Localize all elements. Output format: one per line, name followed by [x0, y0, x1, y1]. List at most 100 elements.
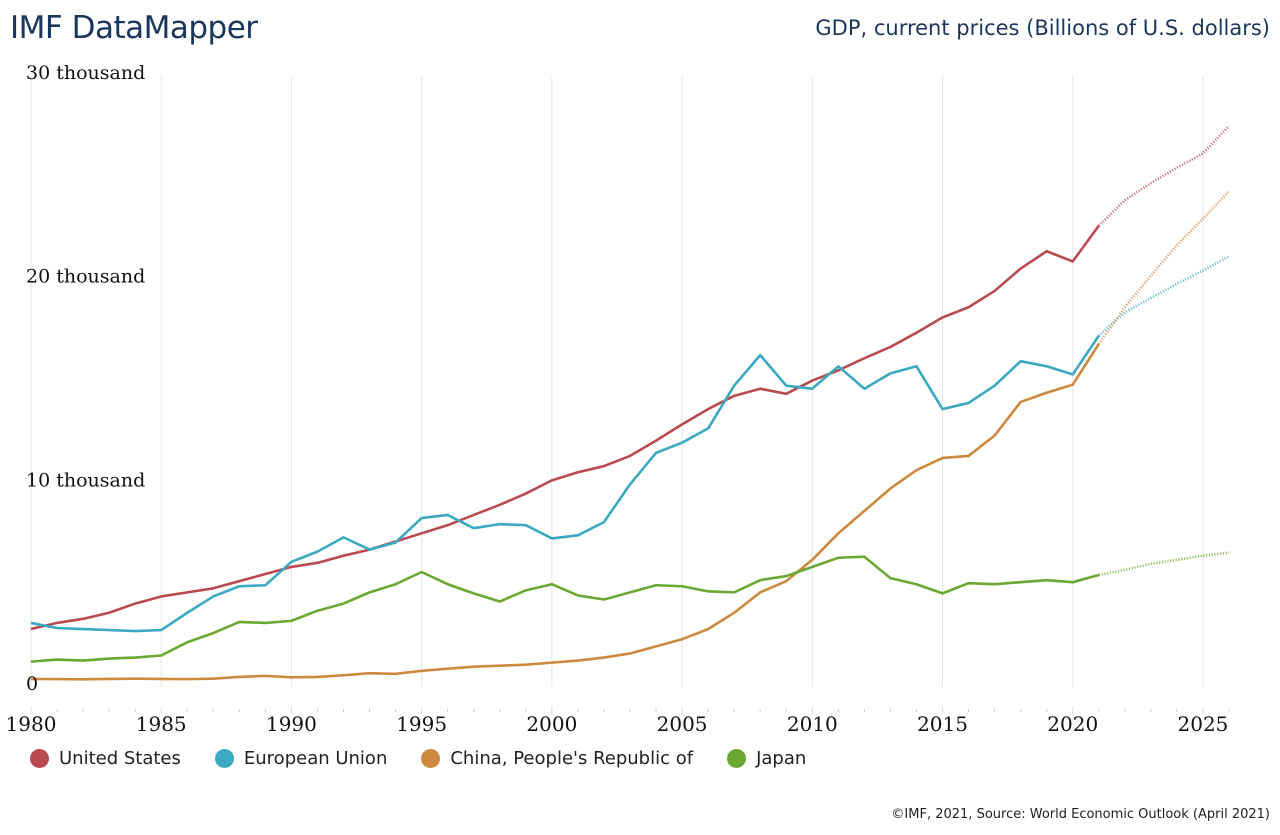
data-point[interactable] [1018, 399, 1024, 405]
data-point[interactable] [314, 560, 320, 566]
data-point[interactable] [1070, 258, 1076, 264]
data-point[interactable] [1122, 567, 1128, 573]
data-point[interactable] [679, 583, 685, 589]
data-point[interactable] [393, 581, 399, 587]
data-point[interactable] [497, 521, 503, 527]
data-point[interactable] [992, 288, 998, 294]
data-point[interactable] [549, 581, 555, 587]
data-point[interactable] [445, 666, 451, 672]
data-point[interactable] [132, 628, 138, 634]
data-point[interactable] [419, 569, 425, 575]
data-point[interactable] [679, 636, 685, 642]
data-point[interactable] [132, 601, 138, 607]
data-point[interactable] [288, 674, 294, 680]
data-point[interactable] [887, 344, 893, 350]
data-point[interactable] [809, 564, 815, 570]
data-point[interactable] [549, 660, 555, 666]
data-point[interactable] [158, 676, 164, 682]
data-point[interactable] [835, 530, 841, 536]
data-point[interactable] [653, 582, 659, 588]
data-point[interactable] [1200, 216, 1206, 222]
data-point[interactable] [80, 626, 86, 632]
data-point[interactable] [1018, 358, 1024, 364]
data-point[interactable] [54, 657, 60, 663]
data-point[interactable] [367, 589, 373, 595]
data-point[interactable] [210, 593, 216, 599]
data-point[interactable] [653, 438, 659, 444]
series-line-projection[interactable] [1097, 190, 1230, 345]
data-point[interactable] [236, 674, 242, 680]
data-point[interactable] [783, 383, 789, 389]
data-point[interactable] [1174, 281, 1180, 287]
data-point[interactable] [679, 421, 685, 427]
data-point[interactable] [471, 664, 477, 670]
data-point[interactable] [158, 627, 164, 633]
data-point[interactable] [523, 587, 529, 593]
data-point[interactable] [783, 391, 789, 397]
legend-item[interactable]: European Union [214, 748, 387, 769]
data-point[interactable] [1148, 273, 1154, 279]
data-point[interactable] [419, 515, 425, 521]
data-point[interactable] [549, 477, 555, 483]
data-point[interactable] [28, 626, 34, 632]
data-point[interactable] [1096, 333, 1102, 339]
data-point[interactable] [575, 532, 581, 538]
data-point[interactable] [966, 580, 972, 586]
data-point[interactable] [940, 590, 946, 596]
data-point[interactable] [1096, 223, 1102, 229]
data-point[interactable] [1096, 572, 1102, 578]
data-point[interactable] [158, 653, 164, 659]
data-point[interactable] [1044, 390, 1050, 396]
data-point[interactable] [314, 608, 320, 614]
data-point[interactable] [497, 599, 503, 605]
data-point[interactable] [1200, 150, 1206, 156]
data-point[interactable] [341, 672, 347, 678]
data-point[interactable] [575, 658, 581, 664]
data-point[interactable] [1174, 557, 1180, 563]
data-point[interactable] [523, 522, 529, 528]
data-point[interactable] [575, 592, 581, 598]
data-point[interactable] [262, 582, 268, 588]
data-point[interactable] [861, 386, 867, 392]
data-point[interactable] [966, 453, 972, 459]
data-point[interactable] [445, 581, 451, 587]
data-point[interactable] [731, 393, 737, 399]
series-european-union[interactable] [28, 253, 1232, 634]
series-line-projection[interactable] [1097, 125, 1230, 227]
data-point[interactable] [601, 596, 607, 602]
data-point[interactable] [966, 400, 972, 406]
data-point[interactable] [1174, 165, 1180, 171]
data-point[interactable] [419, 668, 425, 674]
data-point[interactable] [80, 676, 86, 682]
data-point[interactable] [627, 481, 633, 487]
data-point[interactable] [913, 467, 919, 473]
data-point[interactable] [471, 525, 477, 531]
data-point[interactable] [913, 581, 919, 587]
data-point[interactable] [940, 314, 946, 320]
data-point[interactable] [705, 425, 711, 431]
data-point[interactable] [861, 355, 867, 361]
series-china-people-s-republic-of[interactable] [28, 188, 1232, 682]
data-point[interactable] [809, 378, 815, 384]
data-point[interactable] [1122, 304, 1128, 310]
data-point[interactable] [1226, 550, 1232, 556]
data-point[interactable] [341, 553, 347, 559]
data-point[interactable] [731, 383, 737, 389]
data-point[interactable] [184, 589, 190, 595]
data-point[interactable] [54, 625, 60, 631]
series-line-actual[interactable] [30, 555, 1100, 663]
data-point[interactable] [106, 610, 112, 616]
data-point[interactable] [132, 676, 138, 682]
data-point[interactable] [28, 659, 34, 665]
data-point[interactable] [210, 630, 216, 636]
data-point[interactable] [575, 469, 581, 475]
data-point[interactable] [731, 610, 737, 616]
data-point[interactable] [757, 352, 763, 358]
data-point[interactable] [367, 670, 373, 676]
data-point[interactable] [861, 554, 867, 560]
series-united-states[interactable] [28, 123, 1232, 632]
data-point[interactable] [835, 363, 841, 369]
data-point[interactable] [705, 588, 711, 594]
data-point[interactable] [549, 535, 555, 541]
data-point[interactable] [184, 676, 190, 682]
